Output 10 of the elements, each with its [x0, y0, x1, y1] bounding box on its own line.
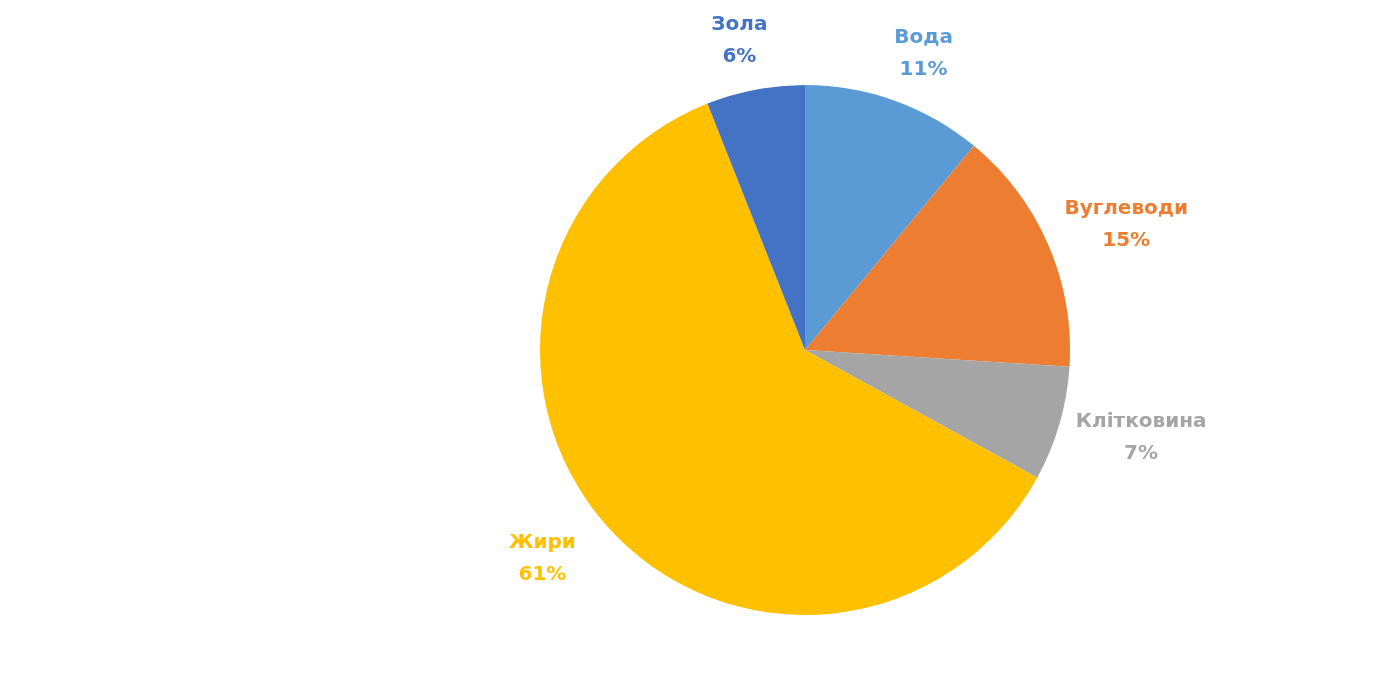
data-label: 11% [899, 55, 948, 80]
slice-label: Зола [711, 10, 768, 35]
data-label: 61% [518, 560, 567, 585]
data-label: 6% [722, 42, 757, 67]
slice-label: Жири [509, 528, 576, 553]
data-label: 7% [1124, 440, 1159, 465]
slice-label: Вуглеводи [1064, 195, 1188, 220]
slice-label: Вода [894, 23, 953, 48]
data-label: 15% [1102, 227, 1151, 252]
slice-label: Клітковина [1075, 408, 1207, 433]
